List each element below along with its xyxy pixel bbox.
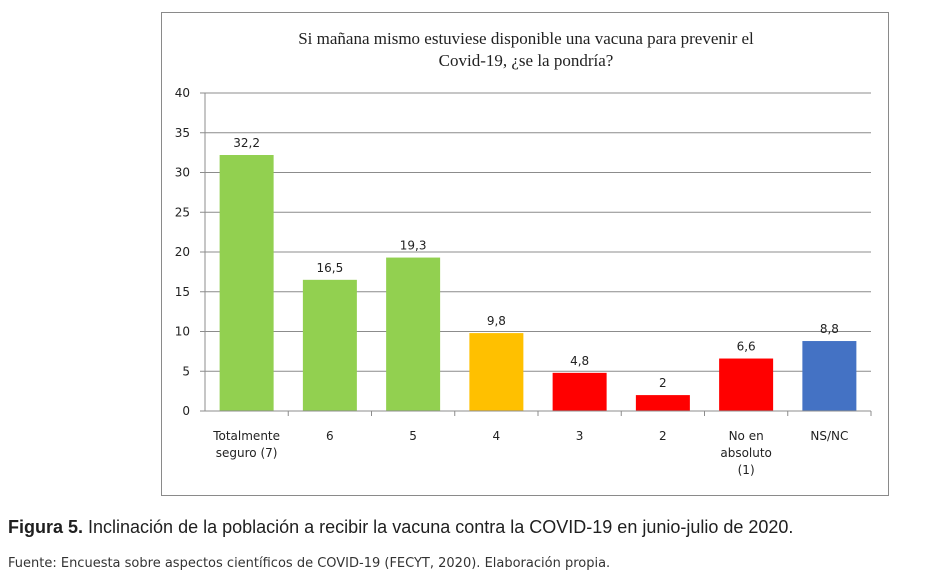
bar [469, 333, 524, 411]
source-note: Fuente: Encuesta sobre aspectos científi… [8, 556, 611, 571]
x-tick-label: 5 [409, 429, 417, 443]
bar [302, 279, 357, 411]
caption-text: Inclinación de la población a recibir la… [83, 517, 794, 537]
data-label: 8,8 [820, 322, 839, 336]
data-label: 4,8 [570, 354, 589, 368]
data-label: 32,2 [233, 136, 260, 150]
y-tick-label: 20 [175, 245, 190, 259]
y-tick-label: 5 [182, 364, 190, 378]
chart-frame: Si mañana mismo estuviese disponible una… [161, 12, 889, 496]
data-label: 16,5 [317, 261, 344, 275]
chart-title-line: Covid-19, ¿se la pondría? [439, 51, 614, 70]
x-tick-label: 4 [493, 429, 501, 443]
x-tick-label: Totalmente seguro (7) [212, 429, 280, 460]
x-tick-label: NS/NC [810, 429, 848, 443]
data-label: 9,8 [487, 314, 506, 328]
bar [719, 358, 774, 411]
y-tick-label: 35 [175, 126, 190, 140]
bar [219, 155, 274, 411]
bar-chart: Si mañana mismo estuviese disponible una… [175, 29, 872, 477]
data-label: 6,6 [737, 340, 756, 354]
data-label: 2 [659, 376, 667, 390]
y-tick-label: 40 [175, 86, 190, 100]
y-tick-label: 0 [182, 404, 190, 418]
bar [635, 395, 690, 411]
x-tick-label: 6 [326, 429, 334, 443]
y-tick-label: 30 [175, 166, 190, 180]
bar [552, 372, 607, 411]
chart-title-line: Si mañana mismo estuviese disponible una… [298, 29, 754, 48]
x-tick-label: 3 [576, 429, 584, 443]
y-tick-label: 25 [175, 205, 190, 219]
bar [802, 341, 857, 411]
figure-caption: Figura 5. Inclinación de la población a … [8, 517, 793, 538]
bar [386, 257, 441, 411]
data-label: 19,3 [400, 239, 427, 253]
y-tick-label: 10 [175, 325, 190, 339]
x-tick-label: 2 [659, 429, 667, 443]
y-tick-label: 15 [175, 285, 190, 299]
caption-label: Figura 5. [8, 517, 84, 537]
x-tick-label: No en absoluto (1) [720, 429, 772, 477]
